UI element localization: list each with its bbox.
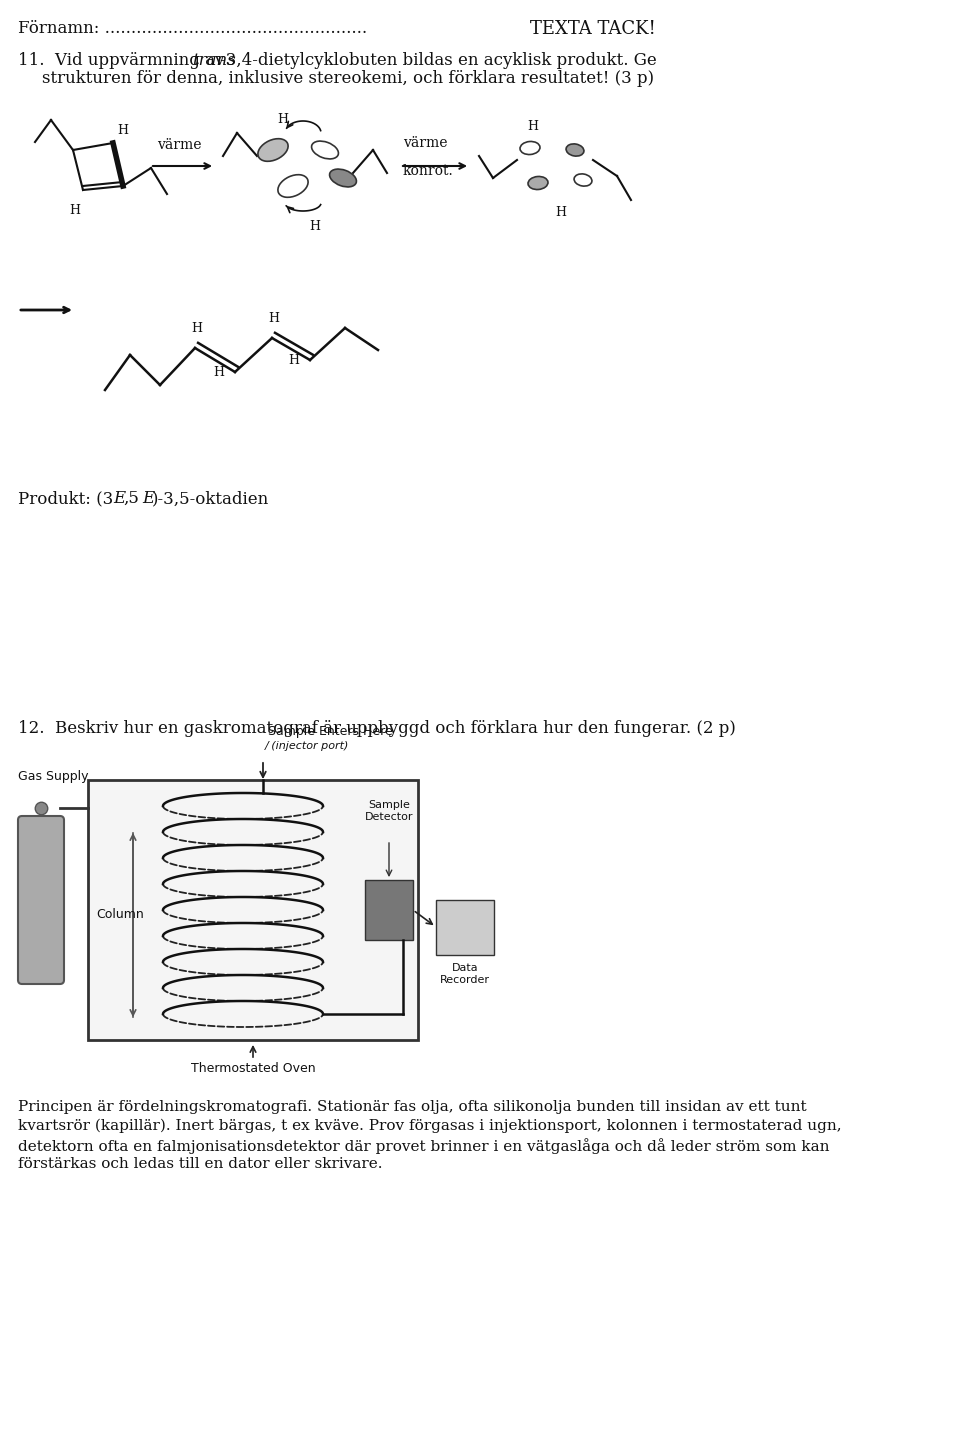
Text: H: H xyxy=(213,365,225,378)
Text: H: H xyxy=(191,322,203,335)
Text: konrot.: konrot. xyxy=(403,165,454,178)
Text: H: H xyxy=(309,219,320,232)
Ellipse shape xyxy=(258,139,288,162)
Text: H: H xyxy=(69,204,80,217)
Text: )-3,5-oktadien: )-3,5-oktadien xyxy=(152,490,269,507)
Bar xyxy=(365,879,413,940)
Text: värme: värme xyxy=(157,139,202,152)
Text: H: H xyxy=(277,113,288,126)
Ellipse shape xyxy=(312,142,339,159)
Text: förstärkas och ledas till en dator eller skrivare.: förstärkas och ledas till en dator eller… xyxy=(18,1157,382,1171)
Ellipse shape xyxy=(329,169,356,186)
Text: Sample
Detector: Sample Detector xyxy=(365,800,413,822)
Text: Principen är fördelningskromatografi. Stationär fas olja, ofta silikonolja bunde: Principen är fördelningskromatografi. St… xyxy=(18,1100,806,1113)
Text: 12.  Beskriv hur en gaskromatograf är uppbyggd och förklara hur den fungerar. (2: 12. Beskriv hur en gaskromatograf är upp… xyxy=(18,721,736,736)
Text: / (injector port): / (injector port) xyxy=(265,741,349,751)
Text: TEXTA TACK!: TEXTA TACK! xyxy=(530,20,656,38)
Bar xyxy=(88,780,418,1040)
FancyBboxPatch shape xyxy=(18,816,64,983)
Text: 11.  Vid uppvärmning av: 11. Vid uppvärmning av xyxy=(18,52,229,69)
Text: detektorn ofta en falmjonisationsdetektor där provet brinner i en vätgaslåga och: detektorn ofta en falmjonisationsdetekto… xyxy=(18,1138,829,1154)
Text: H: H xyxy=(555,206,566,219)
Text: E: E xyxy=(142,490,155,507)
Text: Thermostated Oven: Thermostated Oven xyxy=(191,1061,315,1074)
Text: -3,4-dietylcyklobuten bildas en acyklisk produkt. Ge: -3,4-dietylcyklobuten bildas en acyklisk… xyxy=(220,52,657,69)
Text: Sample Enters Here: Sample Enters Here xyxy=(268,725,393,738)
Text: H: H xyxy=(289,354,300,367)
Text: trans: trans xyxy=(192,52,236,69)
Text: Produkt: (3: Produkt: (3 xyxy=(18,490,113,507)
Text: Data
Recorder: Data Recorder xyxy=(440,963,490,985)
Text: H: H xyxy=(527,120,538,133)
Ellipse shape xyxy=(528,176,548,189)
Text: Column: Column xyxy=(96,908,144,921)
Ellipse shape xyxy=(574,173,592,186)
Ellipse shape xyxy=(566,144,584,156)
Ellipse shape xyxy=(277,175,308,198)
Text: E: E xyxy=(113,490,125,507)
Text: H: H xyxy=(117,124,128,137)
Text: H: H xyxy=(269,312,279,325)
Text: kvartsrör (kapillär). Inert bärgas, t ex kväve. Prov förgasas i injektionsport, : kvartsrör (kapillär). Inert bärgas, t ex… xyxy=(18,1119,842,1134)
Text: strukturen för denna, inklusive stereokemi, och förklara resultatet! (3 p): strukturen för denna, inklusive stereoke… xyxy=(42,69,654,87)
Text: ,5: ,5 xyxy=(123,490,139,507)
Text: värme: värme xyxy=(403,136,447,150)
Bar xyxy=(436,900,494,954)
Ellipse shape xyxy=(520,142,540,155)
Text: Förnamn: ..................................................: Förnamn: ...............................… xyxy=(18,20,367,38)
Text: Gas Supply: Gas Supply xyxy=(18,770,88,783)
